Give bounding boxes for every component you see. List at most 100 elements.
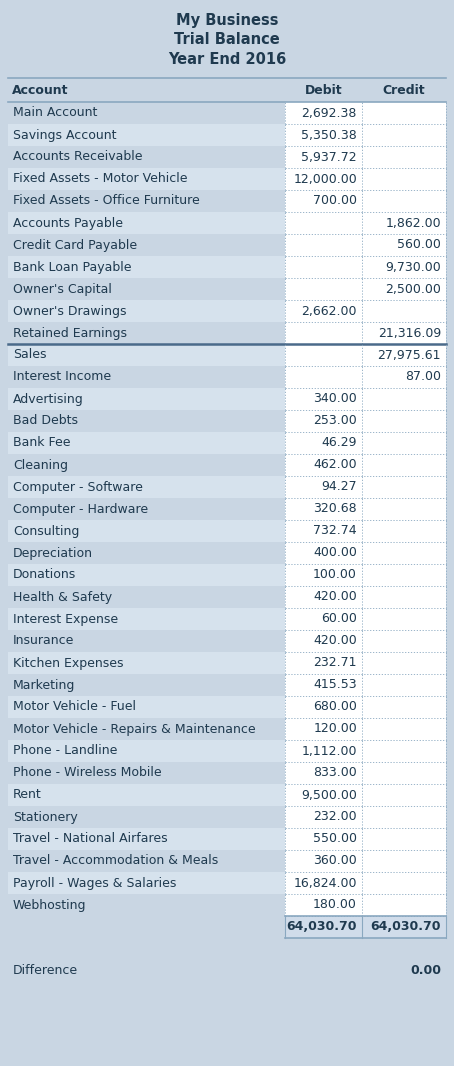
- Text: Cleaning: Cleaning: [13, 458, 68, 471]
- Text: 833.00: 833.00: [313, 766, 357, 779]
- Bar: [362, 410, 446, 432]
- Bar: [362, 520, 446, 542]
- Text: Travel - National Airfares: Travel - National Airfares: [13, 833, 168, 845]
- Text: 700.00: 700.00: [313, 194, 357, 208]
- Bar: [362, 322, 446, 344]
- Bar: [285, 542, 362, 564]
- Bar: [285, 850, 362, 872]
- Bar: [362, 674, 446, 696]
- Bar: [8, 718, 285, 740]
- Bar: [285, 146, 362, 168]
- Text: 21,316.09: 21,316.09: [378, 326, 441, 339]
- Bar: [362, 344, 446, 366]
- Text: 420.00: 420.00: [313, 634, 357, 647]
- Bar: [285, 477, 362, 498]
- Text: Computer - Software: Computer - Software: [13, 481, 143, 494]
- Bar: [362, 652, 446, 674]
- Bar: [8, 235, 285, 256]
- Text: 64,030.70: 64,030.70: [370, 921, 441, 934]
- Bar: [362, 477, 446, 498]
- Bar: [8, 300, 285, 322]
- Text: Depreciation: Depreciation: [13, 547, 93, 560]
- Text: 5,937.72: 5,937.72: [301, 150, 357, 163]
- Bar: [285, 256, 362, 278]
- Text: 94.27: 94.27: [321, 481, 357, 494]
- Bar: [8, 432, 285, 454]
- Bar: [285, 762, 362, 784]
- Text: 232.71: 232.71: [314, 657, 357, 669]
- Bar: [285, 586, 362, 608]
- Bar: [8, 630, 285, 652]
- Text: 5,350.38: 5,350.38: [301, 129, 357, 142]
- Bar: [362, 388, 446, 410]
- Bar: [8, 608, 285, 630]
- Bar: [285, 388, 362, 410]
- Bar: [362, 872, 446, 894]
- Bar: [362, 630, 446, 652]
- Text: 340.00: 340.00: [313, 392, 357, 405]
- Bar: [285, 520, 362, 542]
- Text: 120.00: 120.00: [313, 723, 357, 736]
- Bar: [8, 674, 285, 696]
- Bar: [285, 454, 362, 477]
- Bar: [8, 190, 285, 212]
- Bar: [285, 630, 362, 652]
- Text: 2,692.38: 2,692.38: [301, 107, 357, 119]
- Bar: [362, 740, 446, 762]
- Text: Travel - Accommodation & Meals: Travel - Accommodation & Meals: [13, 855, 218, 868]
- Text: Donations: Donations: [13, 568, 76, 581]
- Text: 16,824.00: 16,824.00: [293, 876, 357, 889]
- Text: 462.00: 462.00: [313, 458, 357, 471]
- Bar: [8, 894, 285, 916]
- Bar: [8, 78, 446, 102]
- Text: Owner's Drawings: Owner's Drawings: [13, 305, 127, 318]
- Bar: [285, 872, 362, 894]
- Text: 680.00: 680.00: [313, 700, 357, 713]
- Text: Advertising: Advertising: [13, 392, 84, 405]
- Text: Marketing: Marketing: [13, 678, 75, 692]
- Bar: [285, 696, 362, 718]
- Bar: [285, 608, 362, 630]
- Text: Accounts Receivable: Accounts Receivable: [13, 150, 143, 163]
- Text: Fixed Assets - Office Furniture: Fixed Assets - Office Furniture: [13, 194, 200, 208]
- Text: Fixed Assets - Motor Vehicle: Fixed Assets - Motor Vehicle: [13, 173, 188, 185]
- Bar: [285, 168, 362, 190]
- Bar: [8, 806, 285, 828]
- Bar: [285, 322, 362, 344]
- Bar: [362, 102, 446, 124]
- Bar: [285, 564, 362, 586]
- Bar: [8, 477, 285, 498]
- Text: Bank Fee: Bank Fee: [13, 436, 70, 450]
- Bar: [285, 784, 362, 806]
- Text: Phone - Wireless Mobile: Phone - Wireless Mobile: [13, 766, 162, 779]
- Bar: [285, 212, 362, 235]
- Text: Sales: Sales: [13, 349, 46, 361]
- Bar: [362, 894, 446, 916]
- Bar: [362, 608, 446, 630]
- Text: Payroll - Wages & Salaries: Payroll - Wages & Salaries: [13, 876, 176, 889]
- Bar: [362, 235, 446, 256]
- Text: 232.00: 232.00: [313, 810, 357, 824]
- Text: Consulting: Consulting: [13, 524, 79, 537]
- Text: 1,862.00: 1,862.00: [385, 216, 441, 229]
- Text: My Business: My Business: [176, 13, 278, 28]
- Bar: [8, 410, 285, 432]
- Text: Webhosting: Webhosting: [13, 899, 87, 911]
- Text: Stationery: Stationery: [13, 810, 78, 824]
- Text: Trial Balance: Trial Balance: [174, 32, 280, 48]
- Text: 46.29: 46.29: [321, 436, 357, 450]
- Bar: [362, 454, 446, 477]
- Bar: [285, 828, 362, 850]
- Bar: [285, 300, 362, 322]
- Text: Accounts Payable: Accounts Payable: [13, 216, 123, 229]
- Bar: [285, 652, 362, 674]
- Bar: [362, 762, 446, 784]
- Bar: [285, 410, 362, 432]
- Bar: [285, 102, 362, 124]
- Text: 27,975.61: 27,975.61: [377, 349, 441, 361]
- Bar: [362, 212, 446, 235]
- Text: 560.00: 560.00: [397, 239, 441, 252]
- Text: 12,000.00: 12,000.00: [293, 173, 357, 185]
- Bar: [8, 696, 285, 718]
- Bar: [8, 564, 285, 586]
